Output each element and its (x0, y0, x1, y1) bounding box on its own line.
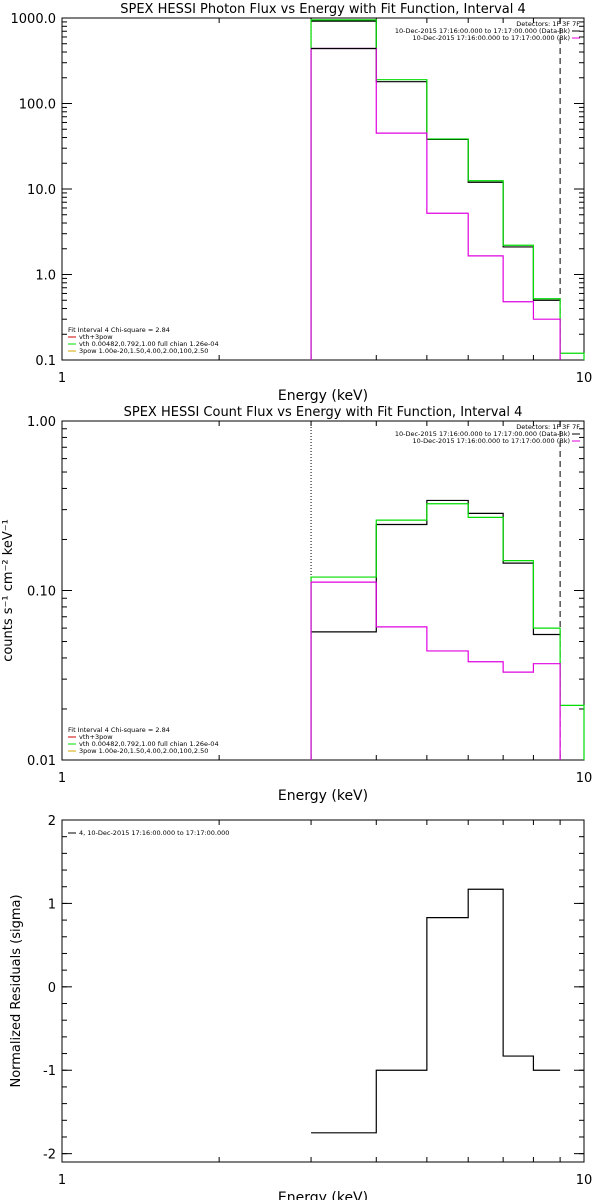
legend-tr-text: 10-Dec-2015 17:16:00.000 to 17:17:00.000… (395, 27, 570, 35)
y-tick-label: 0 (48, 981, 56, 996)
legend-bl-text: 3pow 1.00e-20,1.50,4.00,2.00,100,2.50 (79, 347, 208, 355)
y-tick-label: 0.1 (35, 354, 56, 369)
series-component-step (310, 581, 561, 760)
legend-tr-text: 10-Dec-2015 17:16:00.000 to 17:17:00.000… (395, 430, 570, 438)
chart-panel-2: 1 10 1.00 0.10 0.01 SPEX HESSI Count Flux vs … (1, 405, 592, 804)
chart-title: SPEX HESSI Count Flux vs Energy with Fit… (124, 405, 523, 420)
y-tick-label: 0.10 (27, 585, 56, 600)
x-axis-label: Energy (keV) (278, 788, 368, 804)
legend-tr-text: 10-Dec-2015 17:16:00.000 to 17:17:00.000… (413, 34, 571, 42)
legend-bl-text: 3pow 1.00e-20,1.50,4.00,2.00,100,2.50 (79, 747, 208, 755)
y-tick-label: 2 (48, 814, 56, 829)
legend-bl-text: vth+3pow (79, 333, 113, 341)
y-axis-label: Normalized Residuals (sigma) (9, 894, 24, 1087)
legend-bl-text: Fit Interval 4 Chi-square = 2.84 (68, 726, 170, 734)
chart-panel-1: 1 10 1000.0 100.0 10.0 1.0 0.1 SPEX HESSI Photo… (11, 2, 593, 404)
y-tick-label: -2 (43, 1148, 56, 1163)
legend-tr-text: Detectors: 1F 3F 7F (516, 423, 580, 431)
chart-title: SPEX HESSI Photon Flux vs Energy with Fi… (120, 2, 526, 17)
legend-tr-text: Detectors: 1F 3F 7F (516, 20, 580, 28)
plot-frame (61, 819, 585, 1163)
y-tick-label: 0.01 (27, 754, 56, 769)
x-tick-label: 10 (576, 371, 593, 386)
y-tick-label: 1.00 (27, 415, 56, 430)
x-tick-label: 1 (58, 771, 66, 786)
x-tick-label: 1 (58, 1173, 66, 1188)
x-tick-label: 10 (576, 1173, 593, 1188)
y-tick-label: 1 (48, 897, 56, 912)
y-tick-label: 1000.0 (11, 12, 57, 27)
x-axis-label: Energy (keV) (278, 1190, 368, 1200)
legend-bl-text: Fit Interval 4 Chi-square = 2.84 (68, 326, 170, 334)
legend-bl-text: vth 0.00482,0.792,1.00 full chian 1.26e-… (79, 740, 219, 748)
y-tick-label: 10.0 (27, 183, 56, 198)
legend-bl-text: vth 0.00482,0.792,1.00 full chian 1.26e-… (79, 340, 219, 348)
series-data-step (311, 888, 561, 1134)
y-axis-label: counts s⁻¹ cm⁻² keV⁻¹ (1, 519, 16, 662)
legend-tr-text: 10-Dec-2015 17:16:00.000 to 17:17:00.000… (413, 437, 571, 445)
y-tick-label: -1 (43, 1064, 56, 1079)
legend-bl-text: vth+3pow (79, 733, 113, 741)
x-tick-label: 10 (576, 771, 593, 786)
legend-tl-text: 4, 10-Dec-2015 17:16:00.000 to 17:17:00.… (79, 829, 229, 837)
y-tick-label: 1.0 (35, 269, 56, 284)
x-tick-label: 1 (58, 371, 66, 386)
y-tick-label: 100.0 (19, 98, 56, 113)
series-component-step (310, 47, 561, 360)
x-axis-label: Energy (keV) (278, 388, 368, 404)
